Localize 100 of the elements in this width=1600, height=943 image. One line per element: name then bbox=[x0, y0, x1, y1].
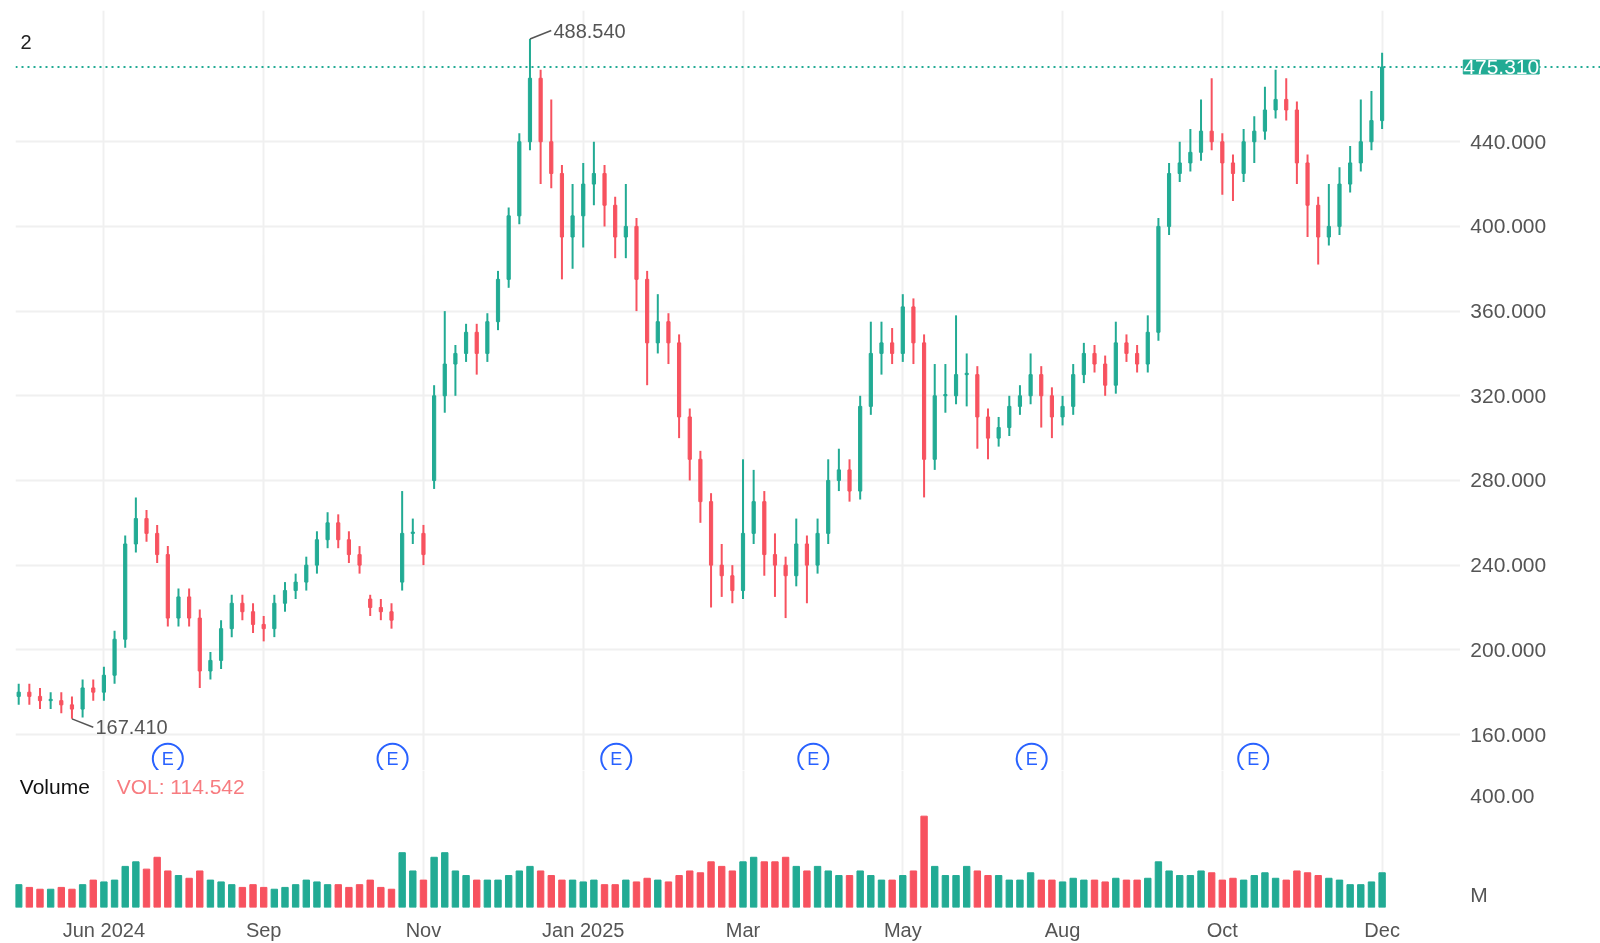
bar bbox=[962, 865, 971, 908]
bar bbox=[792, 865, 800, 908]
ref-line-label: 475.310 bbox=[1463, 55, 1540, 78]
candlestick bbox=[101, 665, 107, 702]
x-tick-label: Nov bbox=[405, 918, 442, 941]
bar bbox=[686, 870, 694, 908]
y-tick-label: 240.000 bbox=[1470, 553, 1547, 577]
bar bbox=[931, 865, 939, 908]
candlestick bbox=[336, 513, 341, 550]
bar bbox=[590, 879, 598, 908]
x-tick-label: Sep bbox=[245, 918, 282, 941]
bar bbox=[1037, 879, 1045, 908]
candlestick bbox=[187, 587, 192, 628]
candlestick bbox=[27, 682, 32, 706]
bar bbox=[664, 881, 673, 908]
candlestick bbox=[1262, 85, 1268, 141]
candlestick bbox=[1081, 341, 1086, 385]
bar bbox=[749, 856, 758, 908]
bar bbox=[1144, 877, 1152, 908]
candlestick bbox=[304, 555, 309, 592]
bar bbox=[89, 879, 97, 908]
candlestick bbox=[144, 509, 149, 543]
bar bbox=[600, 884, 609, 908]
bar bbox=[419, 879, 428, 908]
annotation: 167.410 bbox=[95, 716, 168, 739]
x-tick-label: Dec bbox=[1364, 918, 1400, 941]
bar bbox=[1069, 877, 1077, 908]
bar bbox=[1016, 879, 1024, 908]
bar bbox=[409, 870, 417, 908]
bar bbox=[718, 865, 726, 908]
bar bbox=[547, 875, 555, 908]
candlestick bbox=[250, 602, 256, 634]
bar bbox=[1122, 879, 1131, 908]
bar bbox=[611, 884, 619, 908]
candlestick bbox=[368, 593, 373, 617]
y-tick-label: 440.000 bbox=[1470, 129, 1547, 153]
bar bbox=[1112, 877, 1120, 908]
candlestick bbox=[1252, 115, 1257, 164]
candlestick bbox=[953, 314, 959, 406]
bar bbox=[494, 879, 502, 908]
candlestick bbox=[1198, 98, 1204, 162]
bar bbox=[568, 879, 577, 908]
bar bbox=[526, 865, 534, 908]
candlestick bbox=[155, 523, 160, 565]
annotation: E bbox=[1247, 748, 1260, 769]
candlestick bbox=[985, 407, 991, 461]
bar bbox=[654, 879, 662, 908]
bar bbox=[185, 877, 193, 908]
candlestick bbox=[453, 343, 458, 397]
bar bbox=[1176, 875, 1184, 908]
candlestick bbox=[346, 530, 351, 565]
bar bbox=[25, 886, 34, 908]
candlestick bbox=[1209, 77, 1214, 152]
candlestick bbox=[655, 293, 660, 355]
bar bbox=[217, 881, 225, 908]
bar bbox=[398, 852, 406, 908]
candlestick bbox=[1220, 132, 1225, 196]
bar bbox=[1165, 870, 1173, 908]
bar bbox=[1293, 870, 1301, 908]
bar bbox=[781, 856, 790, 908]
candlestick bbox=[410, 517, 415, 545]
bar bbox=[345, 886, 353, 908]
bar bbox=[835, 875, 843, 908]
candlestick bbox=[389, 602, 394, 630]
bar bbox=[760, 861, 769, 908]
y-tick-label: 160.000 bbox=[1470, 722, 1547, 746]
candlestick bbox=[1049, 386, 1054, 440]
bar bbox=[78, 884, 87, 908]
x-tick-label: Jun 2024 bbox=[62, 918, 146, 941]
bar bbox=[68, 888, 76, 908]
annotation: 488.540 bbox=[553, 19, 626, 42]
candlestick bbox=[378, 598, 383, 622]
candlestick bbox=[1039, 365, 1044, 429]
bar bbox=[941, 875, 950, 908]
candlestick bbox=[1358, 98, 1363, 173]
candlestick bbox=[783, 555, 788, 620]
bar bbox=[813, 865, 822, 908]
bar bbox=[259, 886, 268, 908]
bar bbox=[1378, 872, 1386, 908]
bar bbox=[1346, 884, 1354, 908]
bar bbox=[206, 879, 215, 908]
bar bbox=[1090, 879, 1099, 908]
bar bbox=[483, 879, 492, 908]
bar bbox=[1048, 879, 1056, 908]
candlestick bbox=[1177, 140, 1182, 183]
bar bbox=[270, 888, 279, 908]
candlestick bbox=[240, 593, 245, 622]
candlestick bbox=[1326, 183, 1331, 247]
candlestick bbox=[59, 691, 64, 715]
bar bbox=[1261, 872, 1269, 908]
bar bbox=[36, 888, 44, 908]
candlestick bbox=[1017, 384, 1023, 416]
bar bbox=[196, 870, 204, 908]
candlestick bbox=[570, 183, 575, 270]
candlestick bbox=[1135, 343, 1140, 374]
annotation: E bbox=[161, 748, 174, 769]
bar bbox=[1218, 879, 1227, 908]
candlestick bbox=[772, 532, 778, 598]
bar bbox=[1133, 879, 1141, 908]
candlestick bbox=[1007, 394, 1012, 438]
